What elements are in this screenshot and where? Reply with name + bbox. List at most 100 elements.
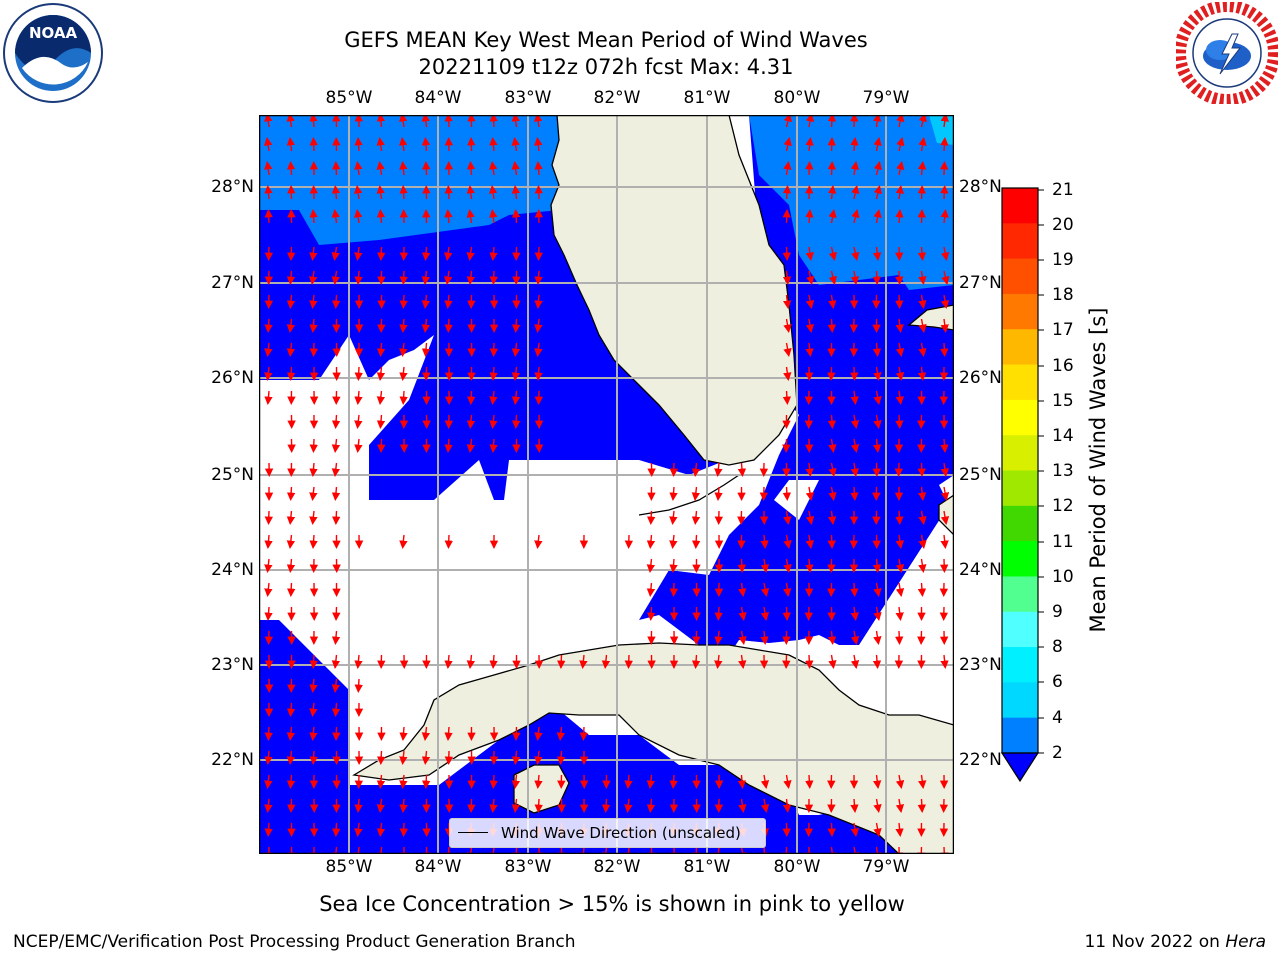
direction-arrow	[489, 414, 498, 429]
direction-arrow	[917, 161, 927, 176]
direction-arrow	[646, 774, 656, 789]
colorbar-tick: 13	[1052, 461, 1074, 481]
lat-tick-left: 27°N	[211, 273, 254, 293]
direction-arrow	[714, 654, 723, 669]
direction-arrow	[399, 798, 408, 813]
colorbar-band	[1002, 541, 1038, 577]
direction-arrow	[444, 654, 453, 669]
colorbar-tick: 14	[1052, 426, 1074, 446]
lon-tick-top: 85°W	[325, 88, 373, 108]
direction-arrow	[466, 270, 476, 285]
direction-arrow	[331, 438, 341, 453]
direction-arrow	[873, 137, 882, 152]
direction-arrow	[940, 510, 950, 525]
direction-arrow	[783, 115, 792, 128]
direction-arrow	[851, 209, 860, 224]
direction-arrow	[264, 115, 273, 128]
direction-arrow	[489, 774, 498, 789]
direction-arrow	[918, 270, 927, 285]
colorbar-band	[1002, 399, 1038, 436]
colorbar-band	[1002, 682, 1038, 719]
direction-arrow	[851, 185, 860, 200]
direction-arrow	[760, 534, 769, 549]
direction-arrow	[783, 510, 792, 525]
direction-arrow	[873, 185, 882, 200]
lat-tick-right: 28°N	[959, 177, 1002, 197]
direction-arrow	[918, 342, 927, 357]
direction-arrow	[895, 774, 905, 789]
direction-arrow	[489, 115, 498, 128]
lon-tick-top: 84°W	[414, 88, 462, 108]
direction-arrow	[511, 318, 521, 333]
lat-tick-right: 23°N	[959, 655, 1002, 675]
direction-arrow	[872, 438, 882, 453]
direction-arrow	[646, 582, 656, 597]
direction-arrow	[691, 462, 701, 477]
direction-arrow	[738, 582, 747, 597]
direction-arrow	[895, 510, 904, 525]
direction-arrow	[805, 462, 814, 477]
direction-arrow	[917, 246, 927, 261]
direction-arrow	[421, 246, 431, 261]
direction-arrow	[827, 185, 837, 200]
colorbar-tick: 12	[1052, 496, 1074, 516]
direction-arrow	[918, 774, 927, 789]
direction-arrow	[309, 246, 318, 261]
direction-arrow	[850, 438, 860, 453]
direction-arrow	[534, 342, 543, 357]
direction-arrow	[489, 270, 498, 285]
colorbar-band	[1002, 647, 1038, 683]
colorbar-tick: 10	[1052, 567, 1074, 587]
lat-tick-right: 26°N	[959, 368, 1002, 388]
direction-arrow	[850, 798, 859, 813]
lon-tick-top: 83°W	[504, 88, 552, 108]
colorbar-tick: 8	[1052, 637, 1063, 657]
lon-tick-bottom: 80°W	[773, 857, 821, 877]
direction-arrow	[489, 798, 498, 813]
direction-arrow	[557, 654, 566, 669]
direction-arrow	[286, 726, 296, 741]
direction-arrow	[264, 822, 273, 837]
direction-arrow	[827, 510, 837, 525]
direction-arrow	[286, 366, 296, 381]
direction-arrow	[444, 115, 453, 128]
direction-arrow	[872, 558, 882, 573]
direction-arrow	[896, 137, 905, 152]
direction-arrow	[737, 558, 746, 573]
direction-arrow	[714, 486, 723, 501]
direction-arrow	[940, 462, 949, 477]
direction-arrow	[511, 366, 521, 381]
direction-arrow	[940, 534, 949, 549]
direction-arrow	[917, 366, 927, 381]
direction-arrow	[895, 318, 904, 333]
direction-arrow	[376, 209, 386, 224]
direction-arrow	[895, 630, 904, 645]
noaa-logo-icon: NOAA	[3, 3, 103, 103]
direction-arrow	[264, 726, 273, 741]
direction-arrow	[489, 366, 498, 381]
noaa-logo-text: NOAA	[29, 24, 78, 42]
direction-arrow	[444, 726, 453, 741]
direction-arrow	[828, 486, 837, 501]
direction-arrow	[287, 582, 296, 597]
footer-date: 11 Nov 2022 on Hera	[1084, 932, 1266, 952]
direction-arrow	[331, 185, 341, 200]
legend-label: Wind Wave Direction (unscaled)	[501, 824, 741, 842]
direction-arrow	[354, 678, 363, 693]
direction-arrow	[760, 558, 770, 573]
direction-arrow	[782, 390, 792, 405]
direction-arrow	[805, 137, 814, 152]
direction-arrow	[376, 342, 386, 357]
direction-arrow	[354, 270, 363, 285]
colorbar-label: Mean Period of Wind Waves [s]	[1086, 307, 1110, 633]
direction-arrow	[805, 209, 814, 224]
direction-arrow	[264, 774, 273, 789]
direction-arrow	[466, 438, 476, 453]
direction-arrow	[805, 246, 814, 261]
direction-arrow	[376, 185, 385, 200]
direction-arrow	[354, 654, 363, 669]
map-frame	[259, 115, 954, 854]
direction-arrow	[895, 822, 904, 837]
direction-arrow	[783, 342, 792, 357]
direction-arrow	[783, 318, 792, 333]
